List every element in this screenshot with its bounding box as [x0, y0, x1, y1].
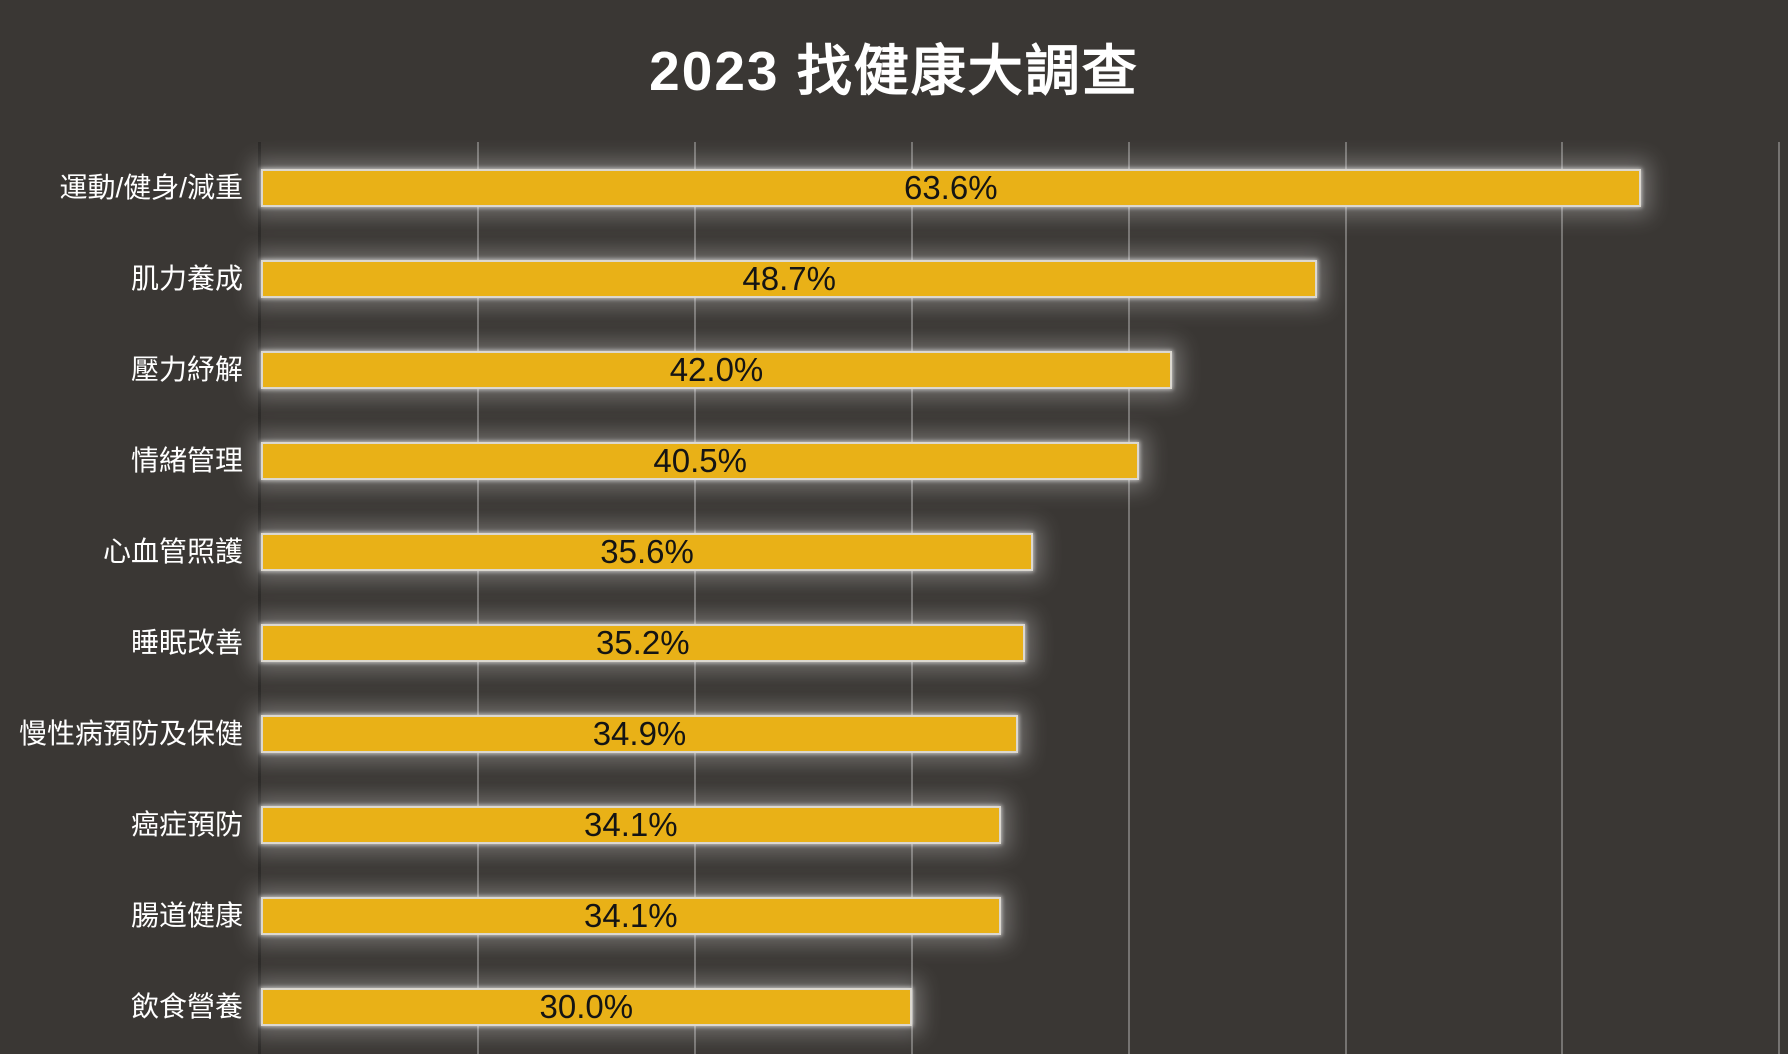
- bar-value-label: 48.7%: [742, 260, 836, 297]
- category-label: 壓力紓解: [130, 354, 243, 385]
- bar-value-label: 63.6%: [903, 169, 998, 206]
- bar-value-label: 40.5%: [653, 442, 748, 479]
- gridline-40pct: [1127, 142, 1130, 1054]
- category-label: 飲食營養: [130, 991, 243, 1022]
- category-label: 慢性病預防及保健: [18, 718, 243, 749]
- bar-value-label: 34.1%: [584, 897, 678, 934]
- bar: 34.1%: [261, 806, 1001, 844]
- gridline-70pct: [1778, 142, 1781, 1054]
- chart-title: 2023 找健康大調查: [649, 40, 1139, 102]
- gridline-20pct: [693, 142, 696, 1054]
- category-label: 睡眠改善: [130, 627, 243, 658]
- gridline-60pct: [1561, 142, 1564, 1054]
- gridline-50pct: [1344, 142, 1347, 1054]
- bar: 35.6%: [261, 533, 1034, 571]
- bar: 34.9%: [261, 715, 1018, 753]
- category-label: 情緒管理: [130, 445, 243, 476]
- bar-value-label: 42.0%: [669, 351, 764, 388]
- bar: 35.2%: [261, 624, 1025, 662]
- plot-area: 63.6% 48.7% 42.0% 40.5% 35.6% 35.2% 34.9% 34.1%…: [258, 142, 1788, 1054]
- bar-value-label: 34.9%: [592, 715, 687, 752]
- bar: 30.0%: [261, 988, 912, 1026]
- bar: 42.0%: [261, 351, 1172, 389]
- category-label: 運動/健身/減重: [59, 172, 243, 203]
- category-label: 肌力養成: [130, 263, 243, 294]
- gridline-10pct: [476, 142, 479, 1054]
- gridline-30pct: [910, 142, 913, 1054]
- bar-value-label: 34.1%: [584, 806, 678, 843]
- category-label: 腸道健康: [130, 900, 243, 931]
- bar: 34.1%: [261, 897, 1001, 935]
- category-label: 心血管照護: [102, 536, 243, 567]
- bar: 48.7%: [261, 260, 1318, 298]
- category-labels: 運動/健身/減重肌力養成壓力紓解情緒管理心血管照護睡眠改善慢性病預防及保健癌症預…: [0, 142, 243, 1054]
- bar: 40.5%: [261, 442, 1140, 480]
- bar-value-label: 35.6%: [600, 533, 694, 570]
- y-axis-line: [258, 142, 261, 1054]
- category-label: 癌症預防: [130, 809, 243, 840]
- bar-value-label: 35.2%: [595, 624, 690, 661]
- bar: 63.6%: [261, 169, 1641, 207]
- bar-value-label: 30.0%: [539, 988, 634, 1025]
